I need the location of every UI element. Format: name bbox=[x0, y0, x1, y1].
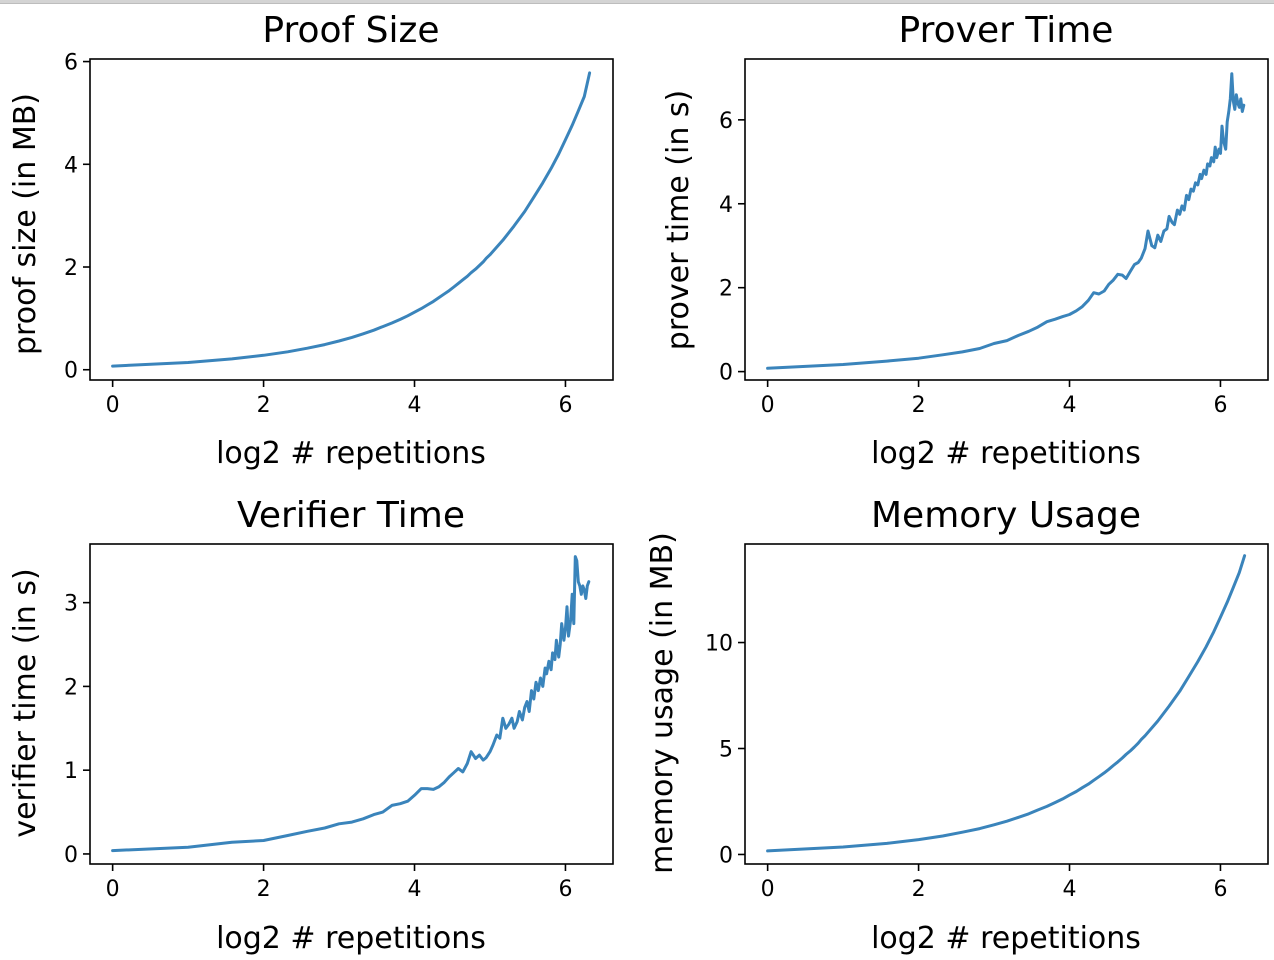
x-tick-label: 6 bbox=[558, 393, 572, 418]
y-tick-label: 2 bbox=[64, 675, 78, 700]
series-line bbox=[111, 555, 591, 853]
x-tick-label: 2 bbox=[912, 393, 926, 418]
x-tick-label: 2 bbox=[257, 877, 271, 902]
y-tick-label: 0 bbox=[719, 361, 733, 386]
y-tick-label: 2 bbox=[64, 256, 78, 281]
x-axis-label: log2 # repetitions bbox=[871, 921, 1141, 956]
y-axis-label: proof size (in MB) bbox=[8, 93, 43, 355]
x-tick-label: 4 bbox=[1063, 877, 1077, 902]
x-tick-label: 4 bbox=[408, 877, 422, 902]
x-tick-label: 0 bbox=[106, 393, 120, 418]
y-axis-label: prover time (in s) bbox=[661, 90, 696, 350]
chart-title: Prover Time bbox=[899, 10, 1114, 51]
axes-frame bbox=[744, 543, 1269, 865]
window-top-edge bbox=[0, 0, 1274, 4]
x-tick-label: 2 bbox=[912, 877, 926, 902]
x-axis-label: log2 # repetitions bbox=[216, 436, 486, 471]
y-axis-label: verifier time (in s) bbox=[8, 568, 43, 837]
x-axis-label: log2 # repetitions bbox=[216, 921, 486, 956]
x-tick-label: 6 bbox=[1213, 877, 1227, 902]
y-tick-label: 0 bbox=[64, 843, 78, 868]
chart-title: Verifier Time bbox=[237, 495, 465, 536]
chart-title: Proof Size bbox=[262, 10, 439, 51]
series-line bbox=[766, 72, 1246, 370]
y-tick-label: 0 bbox=[64, 359, 78, 384]
y-axis-label: memory usage (in MB) bbox=[645, 532, 680, 874]
subplot-prover-time: Prover Time prover time (in s) log2 # re… bbox=[661, 10, 1269, 471]
x-tick-label: 0 bbox=[106, 877, 120, 902]
y-tick-label: 1 bbox=[64, 759, 78, 784]
y-tick-label: 10 bbox=[705, 632, 733, 657]
subplot-memory-usage: Memory Usage memory usage (in MB) log2 #… bbox=[645, 495, 1269, 956]
subplot-verifier-time: Verifier Time verifier time (in s) log2 … bbox=[8, 495, 614, 956]
series-line bbox=[111, 71, 592, 368]
series-line bbox=[766, 554, 1247, 853]
x-tick-label: 4 bbox=[408, 393, 422, 418]
axes-frame bbox=[89, 58, 614, 381]
x-axis-label: log2 # repetitions bbox=[871, 436, 1141, 471]
x-tick-label: 6 bbox=[558, 877, 572, 902]
y-tick-label: 6 bbox=[719, 109, 733, 134]
x-tick-label: 2 bbox=[257, 393, 271, 418]
x-tick-label: 0 bbox=[761, 393, 775, 418]
axes-frame bbox=[744, 58, 1269, 381]
x-tick-label: 4 bbox=[1063, 393, 1077, 418]
y-tick-label: 3 bbox=[64, 592, 78, 617]
y-tick-label: 0 bbox=[719, 843, 733, 868]
y-tick-label: 6 bbox=[64, 51, 78, 76]
y-tick-label: 5 bbox=[719, 738, 733, 763]
axes-frame bbox=[89, 543, 614, 865]
y-tick-label: 4 bbox=[719, 193, 733, 218]
chart-title: Memory Usage bbox=[871, 495, 1141, 536]
y-tick-label: 4 bbox=[64, 153, 78, 178]
x-tick-label: 6 bbox=[1213, 393, 1227, 418]
subplot-proof-size: Proof Size proof size (in MB) log2 # rep… bbox=[8, 10, 614, 471]
y-tick-label: 2 bbox=[719, 277, 733, 302]
x-tick-label: 0 bbox=[761, 877, 775, 902]
